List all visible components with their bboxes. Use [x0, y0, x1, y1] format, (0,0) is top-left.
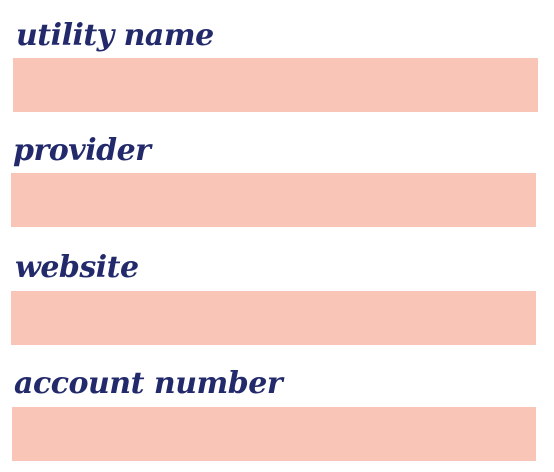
utility-name-field[interactable] [13, 58, 538, 112]
account-number-label: account number [14, 366, 283, 401]
provider-field[interactable] [11, 173, 536, 227]
utility-name-label: utility name [16, 18, 214, 53]
website-label: website [15, 250, 139, 285]
provider-label: provider [13, 133, 151, 168]
account-number-field[interactable] [12, 407, 536, 461]
website-field[interactable] [11, 291, 536, 345]
